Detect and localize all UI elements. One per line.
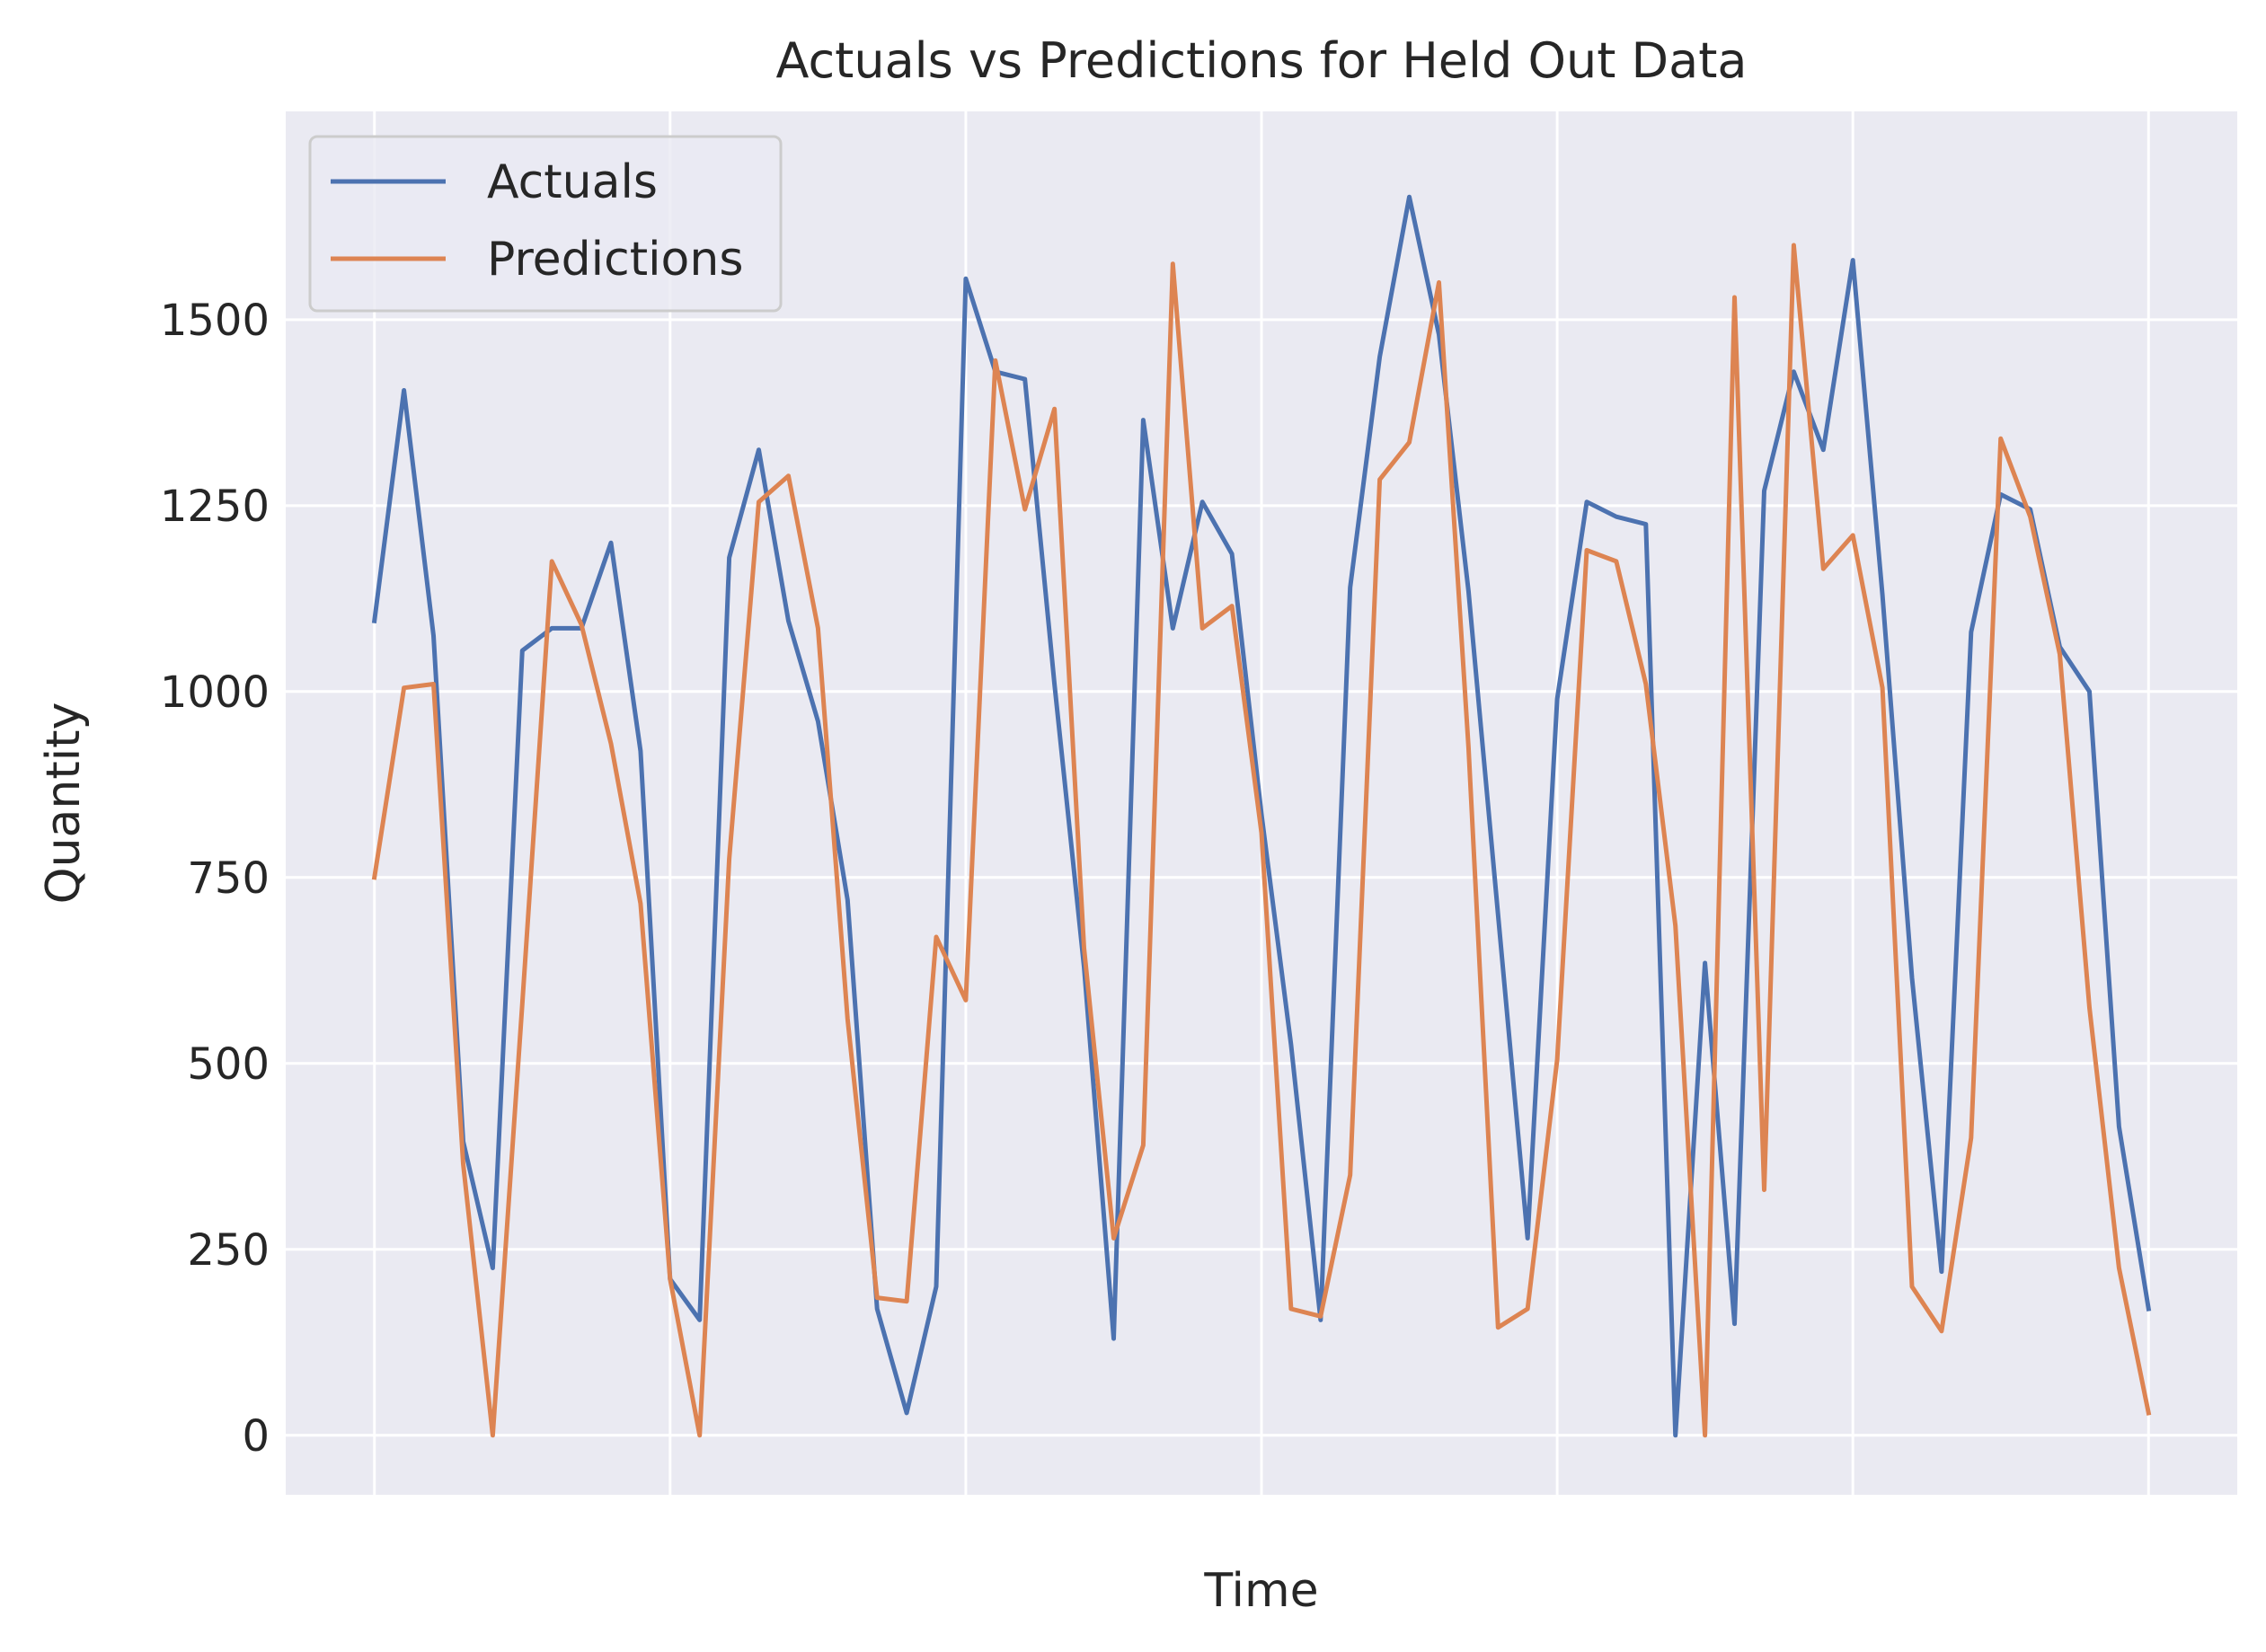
- y-tick-label: 250: [187, 1225, 270, 1276]
- y-axis-ticks: 0 250 500 750 1000 1250 1500: [160, 296, 270, 1462]
- y-axis-label: Quantity: [37, 702, 91, 905]
- y-tick-label: 1250: [160, 481, 270, 532]
- y-tick-label: 500: [187, 1039, 270, 1090]
- y-tick-label: 1500: [160, 296, 270, 346]
- legend: Actuals Predictions: [310, 137, 781, 311]
- x-axis-label: Time: [1203, 1564, 1318, 1618]
- chart-title: Actuals vs Predictions for Held Out Data: [776, 32, 1748, 89]
- legend-label-predictions: Predictions: [487, 233, 743, 287]
- y-tick-label: 1000: [160, 667, 270, 718]
- legend-label-actuals: Actuals: [487, 155, 658, 209]
- y-tick-label: 0: [242, 1411, 270, 1462]
- y-tick-label: 750: [187, 853, 270, 904]
